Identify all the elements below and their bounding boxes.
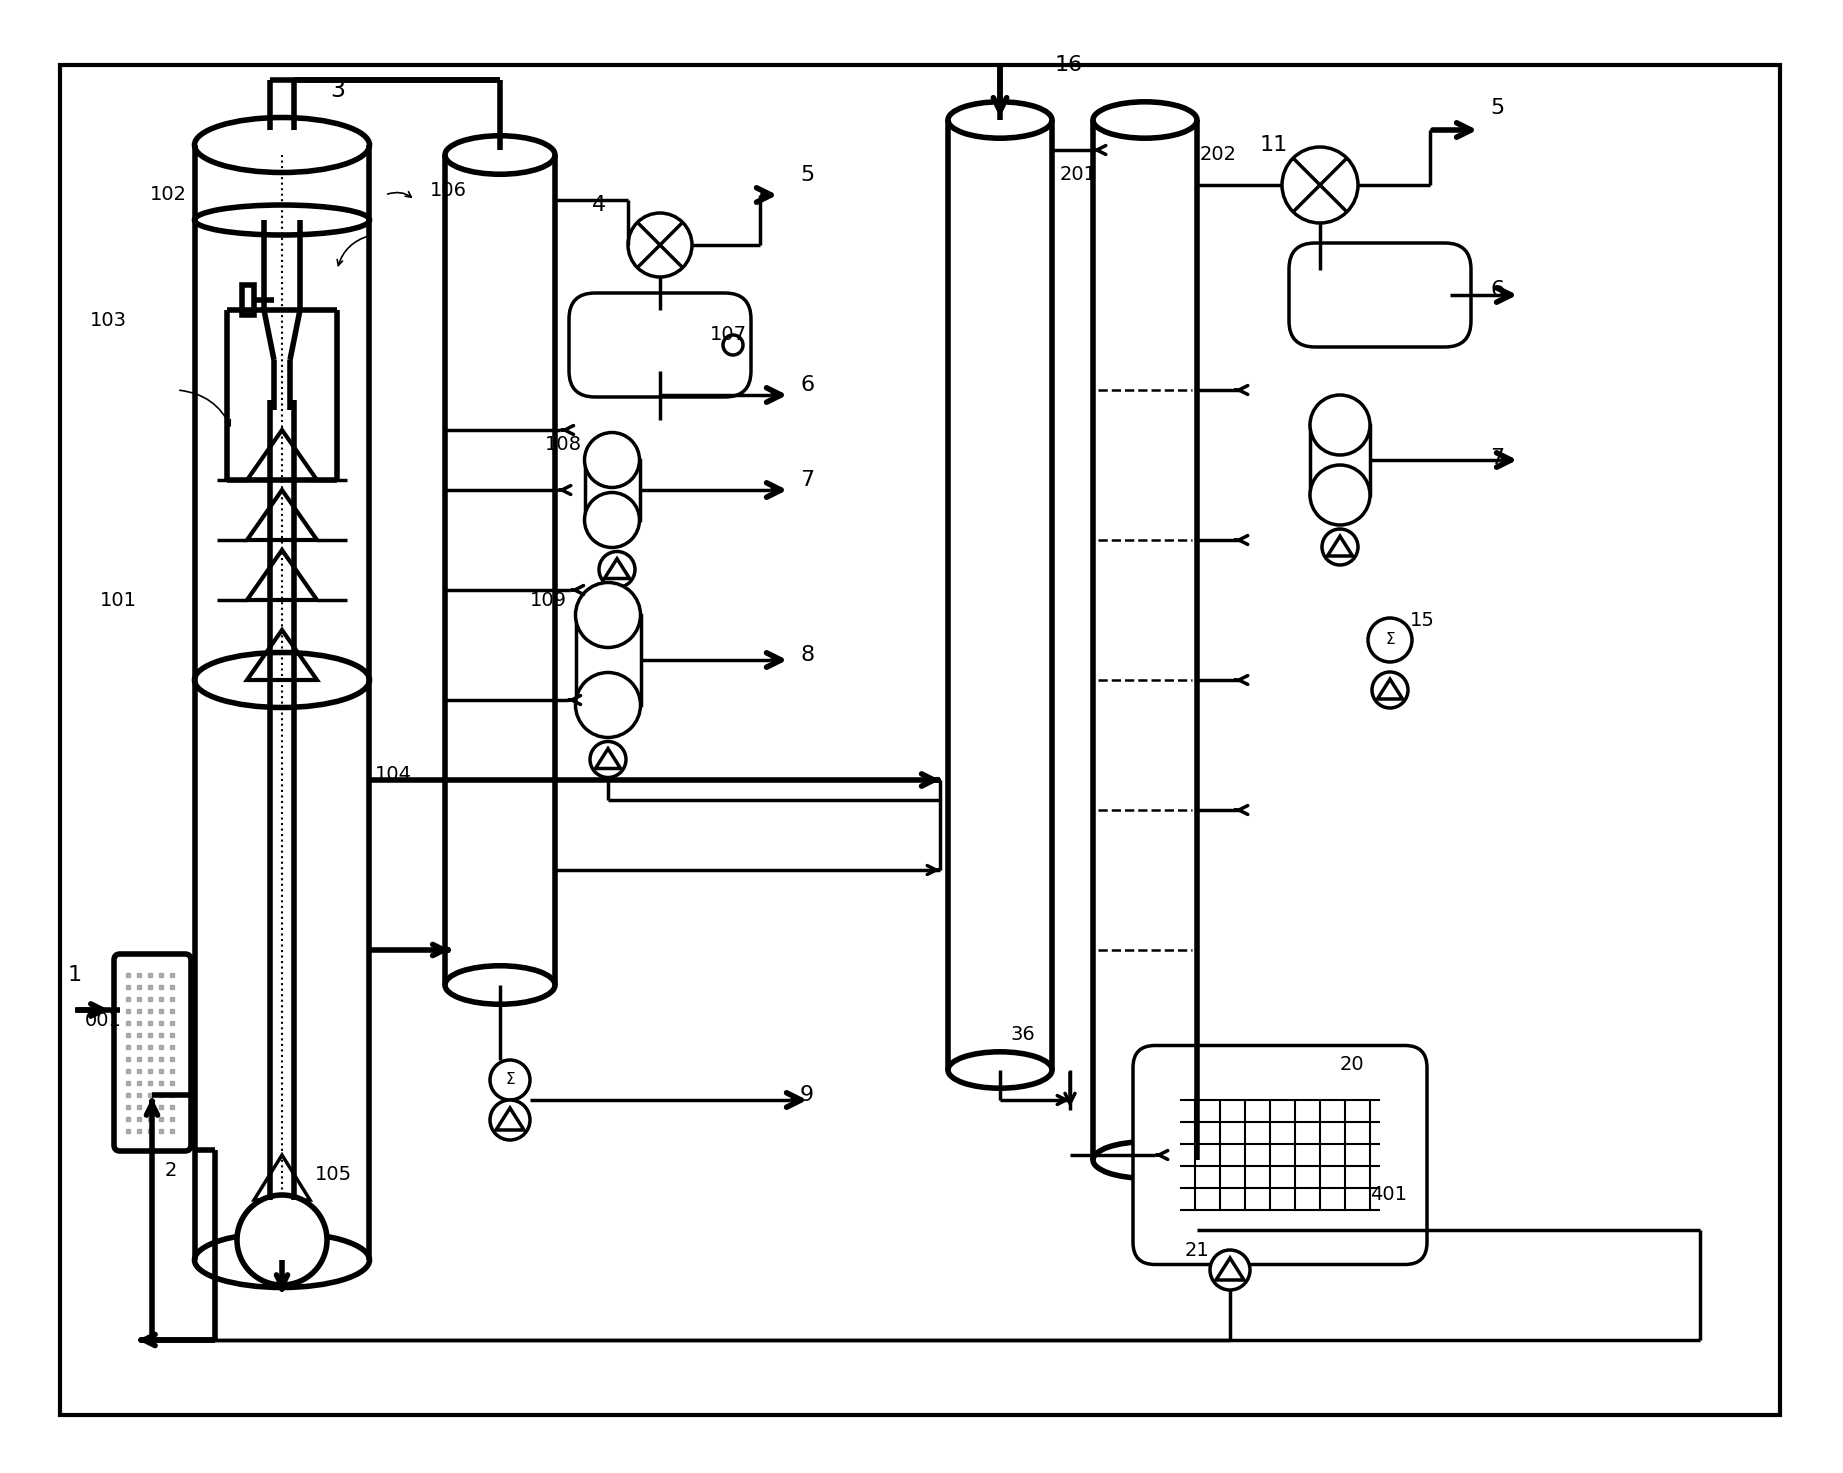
Bar	[575, 616, 641, 706]
Text: 16: 16	[1054, 55, 1084, 75]
Ellipse shape	[584, 433, 640, 488]
Text: 105: 105	[315, 1165, 352, 1184]
Ellipse shape	[584, 492, 640, 548]
Polygon shape	[605, 558, 630, 579]
FancyBboxPatch shape	[569, 293, 750, 398]
Ellipse shape	[195, 205, 369, 236]
Bar	[1310, 426, 1369, 495]
Text: 201: 201	[1060, 165, 1097, 184]
Circle shape	[590, 741, 627, 778]
Text: 401: 401	[1369, 1186, 1406, 1205]
Polygon shape	[1377, 679, 1403, 700]
Ellipse shape	[947, 1052, 1052, 1089]
Circle shape	[599, 551, 636, 588]
Text: Σ: Σ	[1386, 632, 1395, 648]
Circle shape	[628, 214, 691, 277]
FancyBboxPatch shape	[1133, 1046, 1426, 1264]
Text: 5: 5	[800, 165, 815, 186]
Text: 5: 5	[1489, 99, 1504, 118]
Bar	[444, 155, 555, 985]
Circle shape	[1371, 672, 1408, 709]
Circle shape	[490, 1100, 531, 1140]
Circle shape	[722, 334, 743, 355]
Text: 36: 36	[1010, 1025, 1034, 1044]
Polygon shape	[595, 748, 621, 769]
Circle shape	[1283, 147, 1358, 222]
Ellipse shape	[1093, 102, 1196, 138]
Text: 6: 6	[800, 376, 815, 395]
Text: 109: 109	[531, 591, 568, 610]
Text: 102: 102	[149, 186, 186, 205]
Text: 103: 103	[90, 311, 127, 330]
Text: 104: 104	[374, 766, 413, 785]
Text: 9: 9	[800, 1086, 815, 1105]
Bar	[1093, 119, 1196, 1161]
Circle shape	[1321, 529, 1358, 566]
Text: 106: 106	[429, 181, 466, 199]
Circle shape	[1211, 1251, 1250, 1290]
Text: 3: 3	[330, 78, 345, 102]
Ellipse shape	[444, 966, 555, 1005]
Text: 1: 1	[68, 965, 83, 985]
Bar	[575, 616, 641, 706]
Ellipse shape	[575, 673, 641, 738]
Text: 202: 202	[1200, 146, 1237, 165]
Text: 6: 6	[1489, 280, 1504, 300]
FancyBboxPatch shape	[114, 955, 192, 1150]
Text: 7: 7	[1489, 448, 1504, 468]
Text: 8: 8	[800, 645, 815, 664]
Text: 101: 101	[100, 591, 136, 610]
Text: 001: 001	[85, 1010, 122, 1030]
Polygon shape	[1216, 1258, 1244, 1280]
Bar	[1310, 426, 1369, 495]
Ellipse shape	[1093, 1142, 1196, 1178]
Ellipse shape	[1310, 465, 1369, 524]
Circle shape	[238, 1195, 326, 1284]
Text: 107: 107	[710, 326, 746, 345]
Ellipse shape	[195, 653, 369, 707]
Polygon shape	[1327, 536, 1353, 555]
Ellipse shape	[195, 1233, 369, 1287]
Ellipse shape	[1310, 395, 1369, 455]
Text: 21: 21	[1185, 1240, 1209, 1259]
Circle shape	[1368, 619, 1412, 661]
Text: 15: 15	[1410, 610, 1436, 629]
Bar	[947, 119, 1052, 1069]
Bar	[584, 460, 640, 520]
Text: 11: 11	[1261, 136, 1288, 155]
Ellipse shape	[575, 582, 641, 648]
Text: 4: 4	[592, 194, 606, 215]
Ellipse shape	[195, 118, 369, 172]
Ellipse shape	[444, 136, 555, 174]
Circle shape	[490, 1061, 531, 1100]
FancyBboxPatch shape	[1288, 243, 1471, 348]
Bar	[584, 460, 640, 520]
Text: 2: 2	[166, 1161, 177, 1180]
Bar	[241, 284, 254, 315]
Text: 108: 108	[546, 436, 582, 455]
Text: 7: 7	[800, 470, 815, 491]
Text: Σ: Σ	[505, 1072, 514, 1087]
Ellipse shape	[947, 102, 1052, 138]
Polygon shape	[496, 1108, 523, 1130]
Text: 20: 20	[1340, 1056, 1364, 1074]
